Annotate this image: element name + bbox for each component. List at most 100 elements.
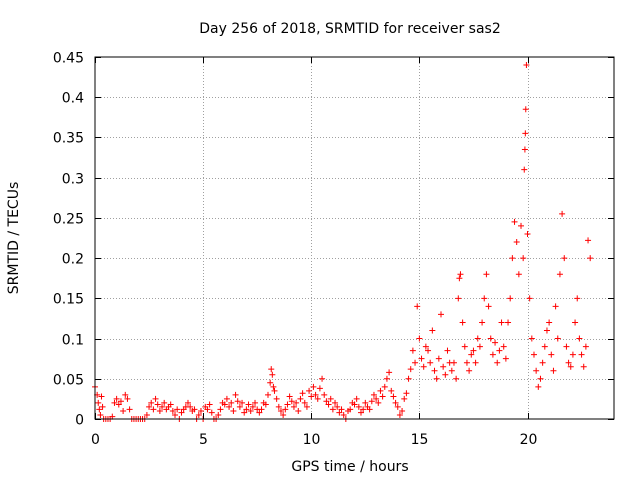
data-point <box>509 255 516 262</box>
data-point <box>280 411 287 418</box>
data-point <box>269 371 276 378</box>
data-point <box>481 295 488 302</box>
data-point <box>405 375 412 382</box>
data-point <box>567 363 574 370</box>
data-point <box>275 403 282 410</box>
chart-title: Day 256 of 2018, SRMTID for receiver sas… <box>199 21 501 37</box>
data-point <box>316 385 323 392</box>
y-tick-label: 0.05 <box>53 373 84 389</box>
data-point <box>270 383 277 390</box>
data-point <box>303 403 310 410</box>
data-point <box>247 407 254 414</box>
data-point <box>146 403 153 410</box>
data-point <box>457 271 464 278</box>
x-axis-label: GPS time / hours <box>291 459 408 475</box>
data-point <box>403 390 410 397</box>
data-point <box>290 403 297 410</box>
data-point <box>268 366 275 373</box>
data-point <box>111 399 118 406</box>
data-point <box>262 401 269 408</box>
data-point <box>435 355 442 362</box>
data-point <box>273 395 280 402</box>
y-tick-label: 0.4 <box>62 91 84 107</box>
data-point <box>351 401 358 408</box>
data-point <box>440 363 447 370</box>
data-point <box>515 271 522 278</box>
y-tick-label: 0.15 <box>53 292 84 308</box>
data-point <box>308 393 315 400</box>
data-point <box>455 295 462 302</box>
data-point <box>295 407 302 414</box>
data-point <box>169 407 176 414</box>
data-point <box>433 375 440 382</box>
data-point <box>453 375 460 382</box>
data-point <box>420 363 427 370</box>
data-point <box>148 399 155 406</box>
data-point <box>187 403 194 410</box>
data-point <box>524 230 531 237</box>
data-point <box>468 351 475 358</box>
grid-lines <box>95 57 614 419</box>
data-point <box>321 391 328 398</box>
data-point <box>489 351 496 358</box>
data-point <box>500 343 507 350</box>
data-point <box>414 303 421 310</box>
data-point <box>323 398 330 405</box>
data-point <box>152 395 159 402</box>
data-point <box>245 401 252 408</box>
data-point <box>336 409 343 416</box>
data-point <box>191 406 198 413</box>
data-point <box>554 335 561 342</box>
data-point <box>360 406 367 413</box>
axis-ticks <box>95 57 614 420</box>
data-point <box>239 399 246 406</box>
data-point <box>535 383 542 390</box>
data-point <box>265 391 271 398</box>
data-point <box>293 399 300 406</box>
data-point <box>366 406 373 413</box>
data-point <box>228 399 235 406</box>
data-point <box>448 367 455 374</box>
data-point <box>217 406 224 413</box>
data-point <box>463 359 470 366</box>
data-point <box>215 411 222 418</box>
data-point <box>479 319 486 326</box>
data-point <box>494 359 501 366</box>
data-point <box>332 399 339 406</box>
data-point <box>314 395 321 402</box>
data-point <box>472 359 479 366</box>
x-tick-label: 15 <box>411 432 429 448</box>
data-point <box>556 271 563 278</box>
data-point <box>383 375 390 382</box>
data-point <box>548 351 555 358</box>
data-point <box>143 411 150 418</box>
data-point <box>546 319 553 326</box>
data-point <box>569 351 576 358</box>
data-point <box>521 146 528 153</box>
data-point <box>526 295 533 302</box>
data-point <box>572 319 579 326</box>
data-point <box>256 409 263 416</box>
data-point <box>518 222 525 229</box>
data-point <box>204 406 211 413</box>
data-point <box>466 367 473 374</box>
data-point <box>353 395 360 402</box>
data-point <box>306 387 313 394</box>
data-point <box>197 407 204 414</box>
data-point <box>258 406 265 413</box>
data-point <box>563 343 570 350</box>
x-tick-label: 0 <box>91 432 100 448</box>
data-point <box>528 335 535 342</box>
data-point <box>474 335 481 342</box>
data-point <box>565 359 572 366</box>
data-point <box>399 407 406 414</box>
data-point <box>373 395 380 402</box>
data-point <box>115 401 122 408</box>
data-point <box>122 391 129 398</box>
data-point <box>96 406 103 413</box>
data-point <box>427 359 434 366</box>
data-point <box>409 347 416 354</box>
data-point <box>159 403 166 410</box>
data-point <box>444 347 451 354</box>
data-point <box>338 406 345 413</box>
